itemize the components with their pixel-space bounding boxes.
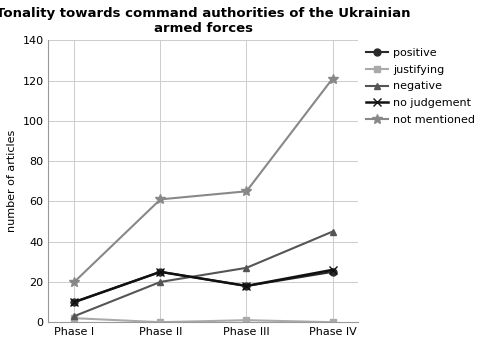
negative xyxy=(330,229,335,234)
not mentioned xyxy=(157,197,163,202)
justifying xyxy=(157,320,163,324)
positive xyxy=(72,300,77,304)
positive xyxy=(243,284,249,288)
Line: negative: negative xyxy=(71,228,336,320)
no judgement xyxy=(72,300,77,304)
negative xyxy=(157,280,163,284)
Y-axis label: number of articles: number of articles xyxy=(7,130,17,232)
not mentioned xyxy=(330,76,335,80)
Line: positive: positive xyxy=(71,268,336,305)
justifying xyxy=(72,316,77,320)
Line: justifying: justifying xyxy=(71,315,336,326)
Title: Tonality towards command authorities of the Ukrainian
armed forces: Tonality towards command authorities of … xyxy=(0,7,411,35)
negative xyxy=(72,314,77,318)
negative xyxy=(243,266,249,270)
positive xyxy=(157,270,163,274)
Line: not mentioned: not mentioned xyxy=(69,74,337,287)
justifying xyxy=(330,320,335,324)
Legend: positive, justifying, negative, no judgement, not mentioned: positive, justifying, negative, no judge… xyxy=(364,46,477,127)
not mentioned xyxy=(243,189,249,193)
no judgement xyxy=(330,268,335,272)
positive xyxy=(330,270,335,274)
no judgement xyxy=(157,270,163,274)
justifying xyxy=(243,318,249,322)
no judgement xyxy=(243,284,249,288)
not mentioned xyxy=(72,280,77,284)
Line: no judgement: no judgement xyxy=(70,266,337,306)
